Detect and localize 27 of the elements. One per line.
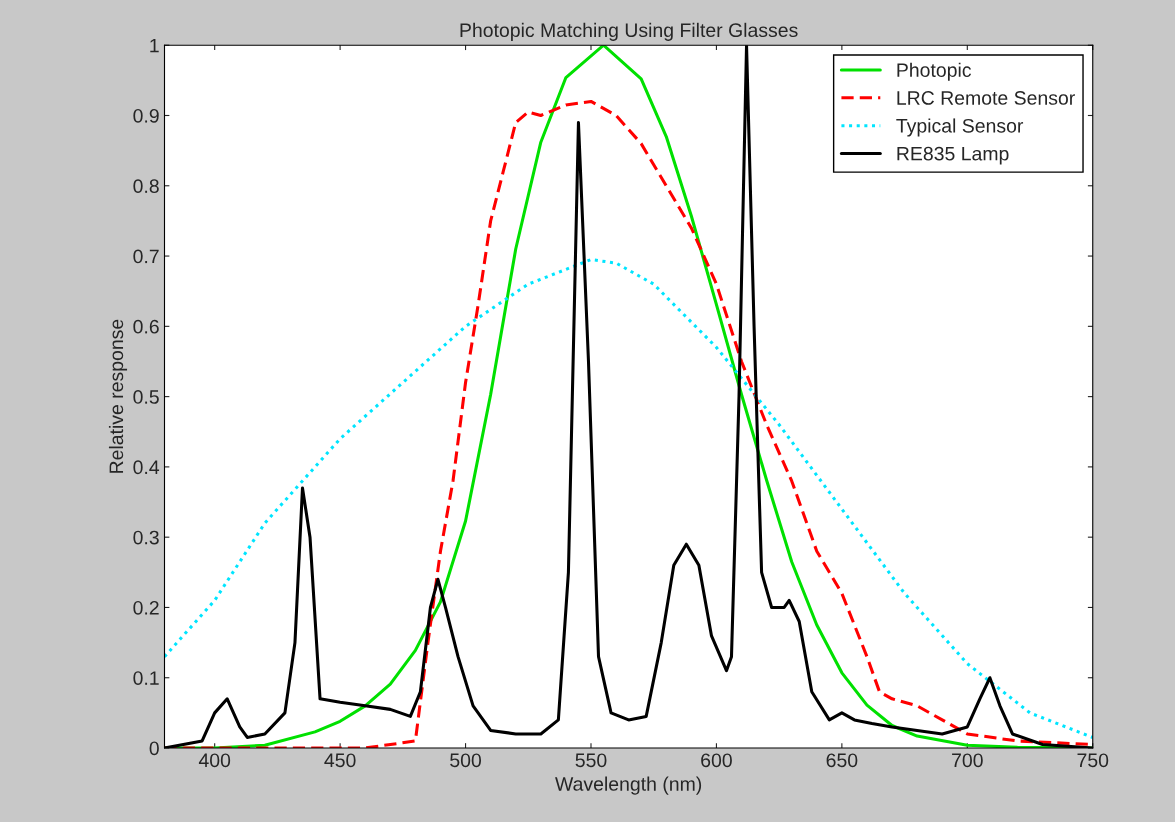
x-axis-title: Wavelength (nm)	[555, 776, 702, 795]
legend-label: Typical Sensor	[896, 118, 1024, 137]
x-tick-label: 550	[575, 753, 607, 768]
legend-label: LRC Remote Sensor	[897, 91, 1075, 105]
legend-label: RE835 Lamp	[897, 146, 1009, 165]
x-tick-label: 450	[324, 753, 356, 768]
y-tick-label: 0.3	[133, 530, 159, 545]
x-tick-label: 750	[1077, 753, 1109, 768]
x-tick-label: 700	[952, 753, 983, 768]
y-tick-label: 0.6	[133, 319, 159, 334]
line-series	[164, 258, 1093, 740]
y-tick-label: 0.9	[133, 108, 159, 123]
y-tick-label: 0.8	[133, 179, 159, 194]
x-tick-label: 650	[826, 753, 858, 768]
y-tick-label: 0.5	[133, 390, 159, 404]
y-tick-label: 0.7	[133, 249, 159, 264]
y-axis-title: Relative response	[108, 319, 128, 473]
x-tick-label: 400	[198, 753, 231, 768]
x-tick-label: 600	[701, 753, 732, 768]
y-tick-label: 0	[149, 741, 159, 756]
x-tick-label: 500	[450, 753, 482, 768]
y-tick-label: 0.2	[133, 600, 159, 615]
y-tick-label: 0.4	[133, 460, 160, 475]
chart-title: Photopic Matching Using Filter Glasses	[460, 22, 798, 41]
y-tick-label: 0.1	[133, 671, 159, 685]
y-tick-label: 1	[150, 38, 159, 53]
legend-label: Photopic	[897, 62, 972, 81]
